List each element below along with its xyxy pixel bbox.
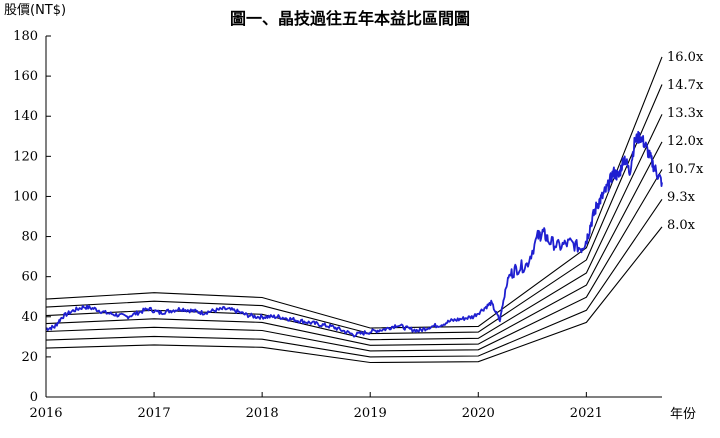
y-tick-label: 60 [21, 270, 38, 285]
pe-band-line [45, 169, 663, 352]
y-tick-label: 140 [13, 109, 38, 124]
x-tick-label: 2017 [138, 406, 171, 421]
x-tick-label: 2021 [570, 406, 603, 421]
pe-bands [45, 56, 663, 364]
y-tick-label: 40 [21, 310, 38, 325]
pe-band-label: 14.7x [667, 78, 704, 93]
y-tick-label: 120 [13, 149, 38, 164]
pe-band-label: 12.0x [667, 134, 704, 149]
pe-band-line [45, 198, 663, 358]
y-tick-label: 80 [21, 230, 38, 245]
y-axis-title: 股價(NT$) [4, 3, 66, 18]
pe-band-line [45, 141, 663, 346]
x-tick-label: 2016 [29, 406, 62, 421]
pe-band-label: 9.3x [667, 190, 696, 205]
y-tick-label: 180 [13, 29, 38, 44]
pe-band-label: 10.7x [667, 162, 704, 177]
x-axis-title: 年份 [670, 407, 696, 422]
pe-band-line [45, 114, 663, 341]
x-tick-label: 2020 [462, 406, 495, 421]
price-series [45, 130, 663, 338]
y-tick-label: 100 [13, 189, 38, 204]
pe-band-label: 8.0x [667, 218, 696, 233]
chart-title: 圖一、晶技過往五年本益比區間圖 [230, 9, 470, 28]
pe-band-line [45, 226, 663, 364]
x-tick-label: 2018 [246, 406, 279, 421]
pe-band-line [45, 56, 663, 329]
x-tick-label: 2019 [354, 406, 387, 421]
y-tick-label: 20 [21, 350, 38, 365]
price-line [45, 130, 663, 338]
y-tick-label: 160 [13, 69, 38, 84]
axes: 0 20 40 60 80 100 120 140 160 180 2016 2017 2018 2019… [13, 29, 662, 421]
band-labels: 16.0x 14.7x 13.3x 12.0x 10.7x 9.3x 8.0x [667, 50, 704, 233]
pe-band-line [45, 84, 663, 335]
y-tick-label: 0 [30, 390, 38, 405]
pe-band-label: 13.3x [667, 106, 704, 121]
pe-band-label: 16.0x [667, 50, 704, 65]
